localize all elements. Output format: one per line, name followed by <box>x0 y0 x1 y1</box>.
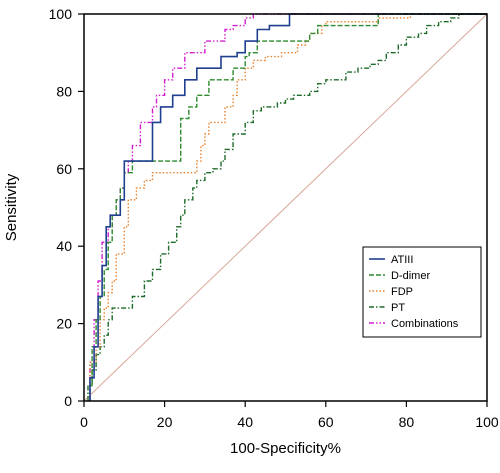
legend-label-combinations: Combinations <box>391 318 459 330</box>
x-tick-label: 0 <box>80 414 88 430</box>
x-tick-label: 100 <box>475 414 499 430</box>
reference-diagonal-line <box>83 13 488 402</box>
y-axis-title: Sensitivity <box>3 173 20 241</box>
y-tick-label: 100 <box>49 6 73 22</box>
y-tick-label: 0 <box>64 393 72 409</box>
x-tick-label: 60 <box>318 414 334 430</box>
series-line-d-dimer <box>89 13 487 401</box>
plot-frame <box>83 13 488 402</box>
axes: 0 20 40 60 80 100 0 20 40 60 80 100 <box>49 6 499 430</box>
x-tick-label: 20 <box>157 414 173 430</box>
x-axis-title: 100-Specificity% <box>230 440 341 457</box>
series-line-atiii <box>89 13 487 401</box>
legend-label-pt: PT <box>391 302 405 314</box>
y-tick-label: 60 <box>56 161 72 177</box>
legend-box <box>362 246 482 338</box>
y-tick-label: 80 <box>56 83 72 99</box>
x-tick-label: 80 <box>399 414 415 430</box>
series-line-fdp <box>89 13 487 401</box>
y-tick-label: 40 <box>56 238 72 254</box>
series-line-combinations <box>89 13 487 401</box>
x-tick-label: 40 <box>237 414 253 430</box>
legend-label-atiii: ATIII <box>391 254 413 266</box>
plot-area <box>83 13 488 402</box>
legend-label-d-dimer: D-dimer <box>391 270 430 282</box>
legend: ATIII D-dimer FDP PT Combinations <box>362 246 482 338</box>
series-line-pt <box>87 13 487 401</box>
y-tick-label: 20 <box>56 316 72 332</box>
legend-label-fdp: FDP <box>391 286 413 298</box>
